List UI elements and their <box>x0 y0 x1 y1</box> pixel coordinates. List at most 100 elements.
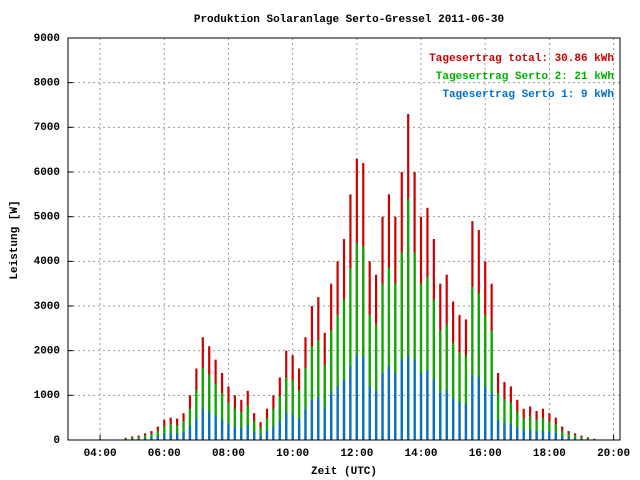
bar <box>169 433 172 440</box>
bar <box>188 408 192 440</box>
bar <box>432 299 435 440</box>
bar <box>259 427 262 440</box>
bar <box>464 355 468 440</box>
y-axis-label: Leistung [W] <box>9 200 21 279</box>
bar <box>317 397 320 440</box>
x-tick-label: 16:00 <box>469 448 502 460</box>
y-tick-label: 1000 <box>34 390 60 402</box>
bar <box>272 426 275 440</box>
bar <box>163 425 166 440</box>
bar <box>156 430 159 440</box>
bar <box>131 438 134 440</box>
bar <box>310 346 314 440</box>
bar <box>548 421 551 440</box>
bar <box>458 352 461 440</box>
bar <box>137 438 140 440</box>
bar <box>387 268 391 440</box>
bar <box>143 435 147 440</box>
bar <box>323 364 326 440</box>
bar <box>246 405 249 440</box>
bar <box>419 283 423 440</box>
bar <box>304 368 307 440</box>
bar <box>471 286 474 440</box>
bar <box>439 393 442 440</box>
bar <box>201 368 204 440</box>
y-tick-label: 0 <box>53 435 60 447</box>
bar <box>156 435 159 440</box>
bar <box>227 402 230 440</box>
bar <box>265 430 269 440</box>
bar <box>413 359 416 440</box>
y-tick-label: 5000 <box>34 212 60 224</box>
y-tick-label: 7000 <box>34 122 60 134</box>
bar <box>503 422 506 440</box>
bar <box>278 421 281 440</box>
bar <box>477 293 480 440</box>
bar <box>535 419 538 440</box>
bar <box>240 427 243 440</box>
bar <box>580 436 583 440</box>
bar <box>535 431 538 440</box>
legend-entry: Tagesertrag total: 30.86 kWh <box>429 53 614 65</box>
bar <box>150 433 153 440</box>
bar <box>131 437 134 440</box>
bar <box>471 374 474 440</box>
bar <box>484 386 487 440</box>
bar <box>490 393 493 440</box>
bar <box>342 299 346 440</box>
bar <box>381 283 384 440</box>
bar <box>150 437 153 440</box>
bar <box>265 418 269 440</box>
bar <box>548 431 551 440</box>
bar <box>381 373 384 440</box>
bar <box>208 411 211 440</box>
bar <box>426 277 429 440</box>
bar <box>233 426 236 440</box>
bar <box>259 434 262 440</box>
bar <box>201 409 204 440</box>
bar <box>387 366 391 440</box>
bar <box>330 393 333 440</box>
bar <box>374 324 378 440</box>
bar <box>220 393 224 440</box>
bar <box>163 433 166 440</box>
bar <box>573 437 577 440</box>
bar <box>176 433 179 440</box>
bar <box>349 366 352 440</box>
bar <box>297 418 301 440</box>
bar <box>586 438 590 440</box>
bar <box>445 324 448 440</box>
x-axis-label: Zeit (UTC) <box>311 466 377 478</box>
bar <box>407 355 410 440</box>
bar <box>124 438 127 440</box>
bar <box>541 430 545 440</box>
bar <box>330 330 333 440</box>
bar <box>516 411 519 440</box>
bar <box>445 390 448 440</box>
plot-frame <box>67 37 621 441</box>
bar <box>522 430 525 440</box>
bar <box>452 343 455 440</box>
bar <box>143 437 147 440</box>
bar <box>233 408 236 440</box>
bar <box>394 373 397 440</box>
x-tick-label: 08:00 <box>212 448 245 460</box>
bar <box>355 243 358 440</box>
y-tick-label: 4000 <box>34 256 60 268</box>
bar <box>246 425 249 440</box>
bar <box>297 389 301 440</box>
bar <box>227 423 230 440</box>
bar <box>554 424 557 440</box>
y-tick-label: 6000 <box>34 167 60 179</box>
bar <box>195 389 198 440</box>
bar <box>253 421 256 440</box>
x-tick-label: 06:00 <box>148 448 181 460</box>
bar <box>285 377 288 440</box>
bar <box>285 413 288 440</box>
bar <box>278 396 281 440</box>
bar <box>291 380 294 440</box>
y-tick-label: 8000 <box>34 78 60 90</box>
x-tick-label: 18:00 <box>533 448 566 460</box>
bar <box>182 421 185 440</box>
bar <box>349 268 352 440</box>
